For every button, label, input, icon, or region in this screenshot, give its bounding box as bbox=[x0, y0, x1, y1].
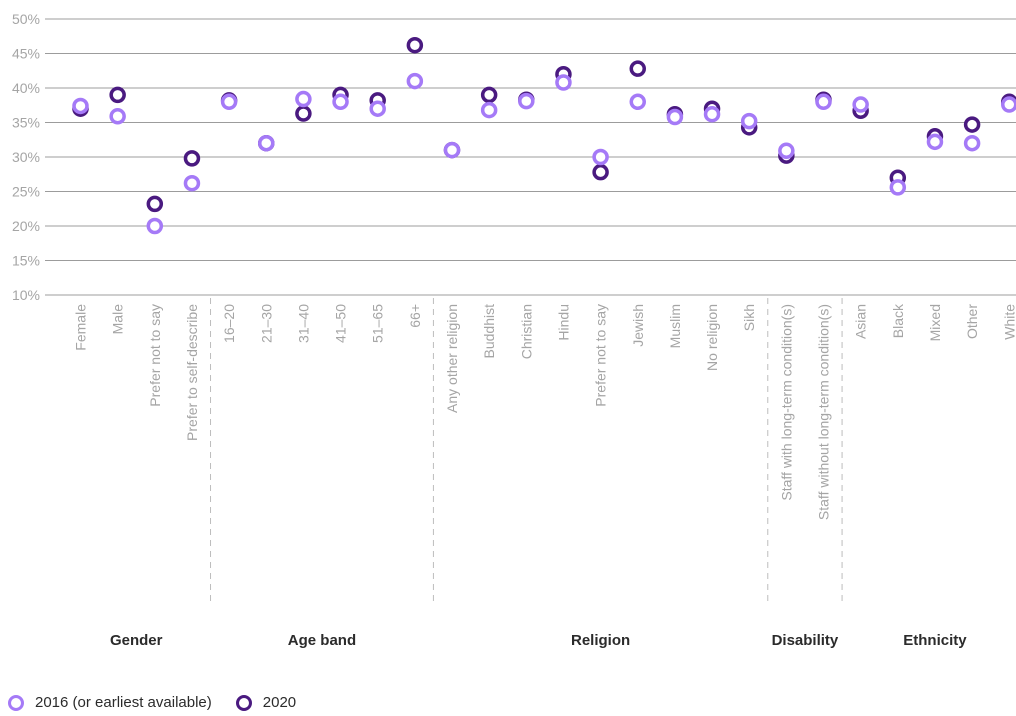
group-label: Gender bbox=[110, 632, 163, 649]
category-label: Staff with long-term condition(s) bbox=[778, 304, 794, 501]
category-label: Buddhist bbox=[481, 304, 497, 359]
data-point bbox=[406, 72, 424, 90]
data-point bbox=[480, 86, 498, 104]
data-point bbox=[332, 93, 349, 111]
category-label: Muslim bbox=[667, 304, 683, 348]
x-axis-category-labels: Female Male Prefer not to say Prefer to sel… bbox=[73, 303, 1016, 520]
category-label: 41–50 bbox=[333, 304, 349, 343]
data-point bbox=[555, 74, 572, 91]
category-label: Male bbox=[110, 304, 126, 335]
category-label: 51–65 bbox=[370, 304, 386, 343]
data-point bbox=[963, 116, 981, 133]
data-point bbox=[220, 93, 238, 111]
category-label: Female bbox=[73, 304, 89, 351]
data-point bbox=[926, 133, 944, 151]
category-label: Sikh bbox=[741, 304, 757, 331]
data-point bbox=[815, 93, 832, 111]
data-point bbox=[666, 108, 684, 126]
category-label: Other bbox=[964, 304, 980, 339]
group-separators bbox=[210, 298, 843, 605]
y-tick-label: 35% bbox=[12, 115, 40, 131]
category-label: Jewish bbox=[630, 304, 646, 347]
category-label: Mixed bbox=[927, 304, 943, 341]
y-tick-label: 50% bbox=[12, 11, 40, 27]
category-label: Prefer to self-describe bbox=[184, 304, 200, 441]
data-point bbox=[852, 96, 869, 113]
y-tick-label: 25% bbox=[12, 184, 40, 200]
data-point bbox=[369, 100, 386, 117]
y-tick-label: 15% bbox=[12, 253, 40, 269]
y-axis-tick-labels: 10% 15% 20% 25% 30% 35% 40% 45% 50% bbox=[12, 11, 40, 303]
y-tick-label: 45% bbox=[12, 46, 40, 62]
data-point bbox=[592, 163, 609, 181]
data-point bbox=[629, 93, 646, 111]
data-point bbox=[889, 179, 907, 196]
category-label: White bbox=[1001, 304, 1016, 340]
group-label: Religion bbox=[571, 632, 630, 649]
legend: 2016 (or earliest available) 2020 bbox=[8, 694, 320, 711]
legend-item-2016: 2016 (or earliest available) bbox=[8, 694, 212, 711]
data-point bbox=[592, 148, 609, 166]
gridlines bbox=[45, 18, 1016, 296]
group-label: Disability bbox=[772, 632, 839, 649]
y-tick-label: 20% bbox=[12, 218, 40, 234]
category-label: No religion bbox=[704, 304, 720, 371]
data-point bbox=[778, 142, 795, 160]
category-label: Staff without long-term condition(s) bbox=[816, 304, 832, 520]
data-point bbox=[295, 105, 312, 122]
scatter-chart: 10% 15% 20% 25% 30% 35% 40% 45% 50% Female Male Pr… bbox=[12, 11, 1016, 649]
legend-marker-2016 bbox=[8, 694, 24, 711]
legend-item-2020: 2020 bbox=[235, 694, 297, 711]
y-tick-label: 40% bbox=[12, 80, 40, 96]
data-point bbox=[406, 36, 424, 54]
data-point bbox=[703, 105, 721, 123]
data-points bbox=[72, 36, 1016, 235]
category-label: Hindu bbox=[555, 304, 571, 341]
y-tick-label: 30% bbox=[12, 149, 40, 165]
category-label: Black bbox=[890, 303, 906, 338]
data-point bbox=[963, 134, 981, 152]
category-label: Prefer not to say bbox=[593, 304, 609, 407]
data-point bbox=[72, 97, 89, 115]
category-label: 66+ bbox=[407, 304, 423, 328]
data-point bbox=[146, 217, 164, 235]
data-point bbox=[258, 134, 275, 152]
data-point bbox=[480, 101, 498, 119]
group-label: Age band bbox=[288, 632, 356, 649]
y-tick-label: 10% bbox=[12, 287, 40, 303]
category-label: 31–40 bbox=[295, 304, 311, 343]
data-point bbox=[146, 195, 164, 213]
category-label: Prefer not to say bbox=[147, 304, 163, 407]
data-point bbox=[183, 150, 201, 167]
data-point bbox=[518, 92, 535, 110]
data-point bbox=[443, 141, 461, 159]
group-label: Ethnicity bbox=[903, 632, 967, 649]
category-label: 21–30 bbox=[258, 304, 274, 343]
data-point bbox=[740, 112, 758, 130]
data-point bbox=[295, 90, 312, 108]
data-point bbox=[109, 86, 126, 104]
data-point bbox=[1001, 96, 1016, 113]
category-label: 16–20 bbox=[221, 304, 237, 343]
category-label: Christian bbox=[518, 304, 534, 359]
group-labels: Gender Age band Religion Disability Ethnicit… bbox=[110, 632, 967, 649]
category-label: Asian bbox=[853, 304, 869, 339]
legend-label-2016: 2016 (or earliest available) bbox=[35, 694, 212, 711]
data-point bbox=[629, 60, 646, 77]
legend-label-2020: 2020 bbox=[262, 694, 297, 711]
data-point bbox=[109, 108, 126, 125]
legend-marker-2020 bbox=[235, 694, 252, 711]
category-label: Any other religion bbox=[444, 304, 460, 413]
data-point bbox=[183, 174, 201, 192]
